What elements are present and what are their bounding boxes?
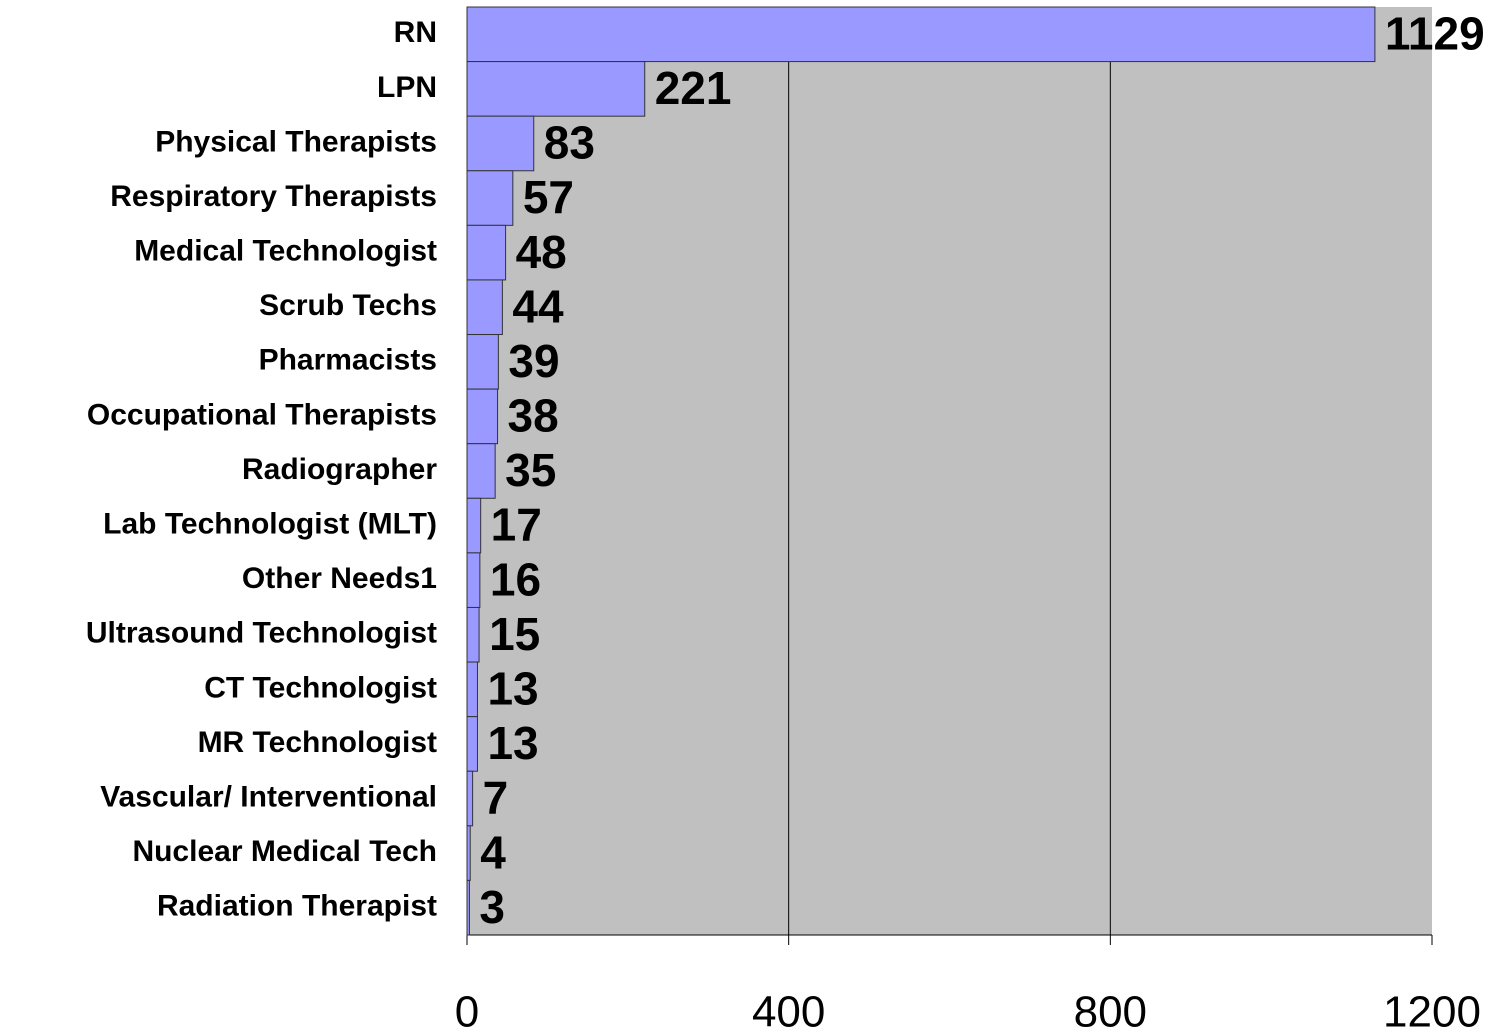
- y-tick-label: Vascular/ Interventional: [100, 780, 437, 813]
- y-tick-label: Lab Technologist (MLT): [103, 508, 437, 541]
- bar: [466, 279, 503, 336]
- y-tick-label: Physical Therapists: [155, 125, 437, 158]
- y-tick-label: Respiratory Therapists: [110, 180, 437, 213]
- y-tick-label: Nuclear Medical Tech: [132, 835, 437, 868]
- value-label: 83: [544, 117, 595, 169]
- bar: [466, 879, 470, 936]
- x-tick-label: 1200: [1383, 988, 1481, 1035]
- value-label: 13: [487, 663, 538, 715]
- bar: [466, 170, 514, 226]
- y-tick-label: MR Technologist: [198, 726, 437, 759]
- value-label: 35: [505, 444, 556, 496]
- bar: [466, 552, 481, 608]
- bar: [466, 716, 478, 772]
- value-label: 4: [480, 826, 506, 878]
- value-label: 221: [655, 62, 732, 114]
- x-tick-label: 0: [455, 988, 479, 1035]
- value-label: 13: [487, 717, 538, 769]
- value-label: 48: [516, 226, 567, 278]
- bar: [466, 6, 1376, 63]
- y-tick-label: Occupational Therapists: [87, 398, 437, 431]
- value-label: 3: [479, 881, 505, 933]
- value-label: 1129: [1385, 7, 1485, 59]
- bar: [466, 661, 478, 718]
- x-tick-label: 800: [1074, 988, 1147, 1035]
- y-tick-label: Radiation Therapist: [157, 890, 437, 923]
- x-tick-label: 400: [752, 988, 825, 1035]
- y-tick-label: Medical Technologist: [134, 235, 437, 268]
- y-tick-label: Other Needs1: [242, 562, 437, 595]
- bar: [466, 770, 474, 827]
- bar: [466, 497, 482, 554]
- y-tick-label: RN: [394, 16, 437, 49]
- bar: [466, 388, 499, 445]
- value-label: 15: [489, 608, 540, 660]
- bar: [466, 334, 499, 390]
- bar: [466, 606, 480, 663]
- bar: [466, 224, 507, 281]
- value-label: 39: [508, 335, 559, 387]
- value-label: 38: [508, 390, 559, 442]
- plot-area: [467, 7, 1432, 935]
- bar: [466, 61, 646, 117]
- bar: [466, 443, 496, 499]
- value-label: 57: [523, 171, 574, 223]
- value-label: 17: [491, 499, 542, 551]
- bar: [466, 825, 471, 881]
- y-tick-label: Radiographer: [242, 453, 437, 486]
- y-tick-label: CT Technologist: [204, 671, 437, 704]
- y-tick-label: LPN: [377, 71, 437, 104]
- y-tick-label: Ultrasound Technologist: [86, 617, 437, 650]
- value-label: 16: [490, 553, 541, 605]
- value-label: 7: [483, 772, 509, 824]
- y-tick-label: Pharmacists: [259, 344, 437, 377]
- y-tick-label: Scrub Techs: [259, 289, 437, 322]
- bar: [466, 115, 535, 172]
- value-label: 44: [512, 280, 564, 332]
